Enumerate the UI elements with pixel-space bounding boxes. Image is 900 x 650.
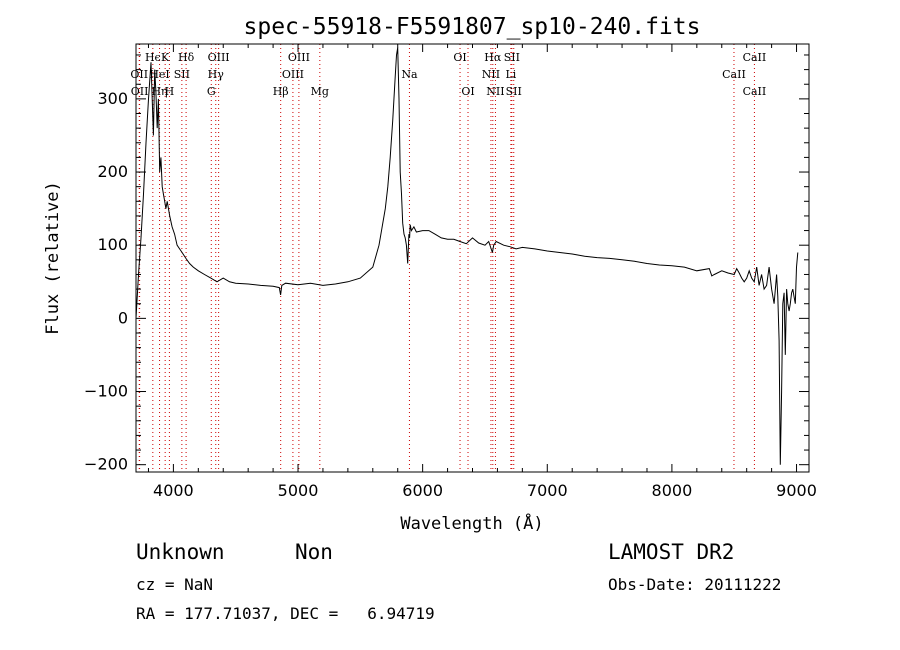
line-label: SII [506, 85, 522, 98]
spectral-line-markers [138, 44, 755, 472]
line-label: Hγ [208, 68, 225, 81]
x-tick-label: 8000 [652, 481, 693, 500]
line-label: H [165, 85, 175, 98]
line-label: OI [453, 51, 466, 64]
line-label: SII [174, 68, 190, 81]
line-label: Hα [484, 51, 502, 64]
object-class: Unknown [136, 540, 225, 564]
coordinates-text: RA = 177.71037, DEC = 6.94719 [136, 604, 435, 623]
x-tick-label: 4000 [153, 481, 194, 500]
y-tick-label: 0 [118, 308, 128, 327]
y-tick-label: −200 [84, 455, 128, 474]
spectrum-line [135, 47, 799, 465]
object-subclass: Non [295, 540, 333, 564]
x-tick-label: 9000 [776, 481, 817, 500]
obs-date-text: Obs-Date: 20111222 [608, 575, 782, 594]
line-label: Hδ [178, 51, 195, 64]
y-tick-label: 200 [97, 162, 128, 181]
y-axis-label: Flux (relative) [43, 181, 63, 335]
y-axis: −200 −100 0 100 200 300 [84, 54, 809, 474]
chart-title: spec-55918-F5591807_sp10-240.fits [244, 14, 701, 40]
line-label: HeI [149, 68, 169, 81]
x-axis-label: Wavelength (Å) [400, 512, 543, 534]
line-label: OI [461, 85, 474, 98]
y-tick-label: −100 [84, 382, 128, 401]
line-label: Mg [311, 85, 329, 98]
line-label: CaII [722, 68, 746, 81]
redshift-text: cz = NaN [136, 575, 214, 594]
line-label: SII [504, 51, 520, 64]
line-label: Hϵ [145, 51, 161, 64]
line-label: OII [130, 68, 148, 81]
line-label: CaII [743, 51, 767, 64]
y-tick-label: 300 [97, 89, 128, 108]
line-label: Hβ [273, 85, 289, 98]
survey-name: LAMOST DR2 [608, 540, 735, 564]
line-label: G [207, 85, 216, 98]
x-axis: 4000 5000 6000 7000 8000 9000 [147, 44, 817, 500]
x-tick-label: 6000 [402, 481, 443, 500]
line-label: OII [131, 85, 149, 98]
line-label: Li [505, 68, 516, 81]
line-label: OIII [208, 51, 230, 64]
line-label: Na [401, 68, 418, 81]
x-tick-label: 5000 [278, 481, 319, 500]
y-tick-label: 100 [97, 235, 128, 254]
line-label: OIII [282, 68, 304, 81]
x-tick-label: 7000 [527, 481, 568, 500]
line-label: NII [482, 68, 500, 81]
line-label: CaII [743, 85, 767, 98]
line-label: NII [486, 85, 504, 98]
line-label: OIII [288, 51, 310, 64]
line-label: K [161, 51, 170, 64]
plot-frame [135, 43, 810, 473]
